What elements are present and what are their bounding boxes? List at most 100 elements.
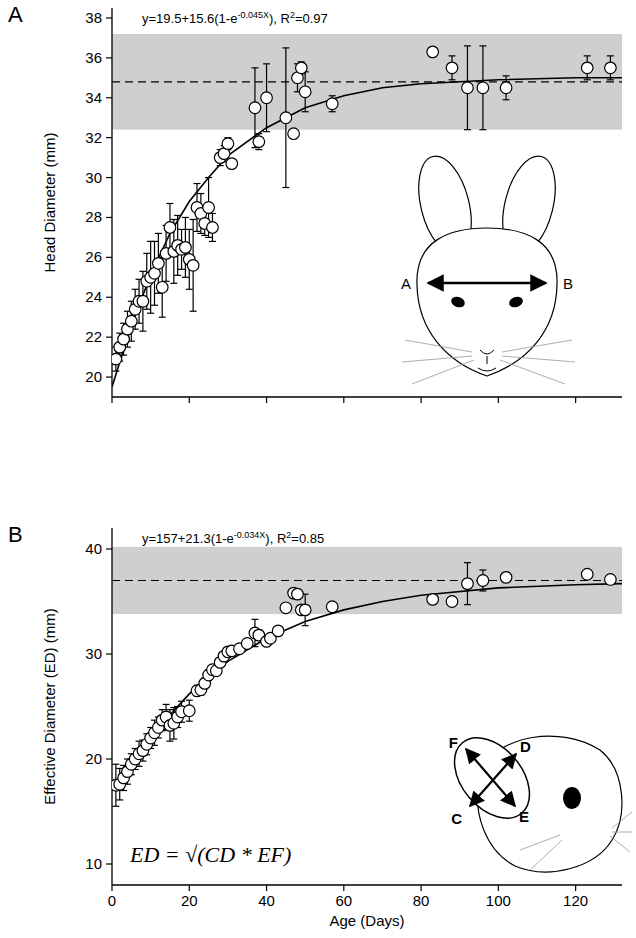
error-cap <box>503 75 510 76</box>
error-cap <box>197 193 204 194</box>
data-point <box>462 578 474 590</box>
data-point <box>446 596 458 608</box>
eye <box>508 295 525 309</box>
error-cap <box>166 203 173 204</box>
y-tick <box>106 337 112 338</box>
y-tick-label: 22 <box>85 328 102 345</box>
error-cap <box>217 165 224 166</box>
x-tick-label: 100 <box>486 892 511 909</box>
error-cap <box>479 569 486 570</box>
nose <box>478 350 496 371</box>
data-point <box>292 588 304 600</box>
data-point <box>183 705 195 717</box>
data-point <box>226 158 238 170</box>
measure-arrow <box>428 282 546 285</box>
x-tick <box>111 885 112 891</box>
y-tick <box>106 297 112 298</box>
error-cap <box>479 590 486 591</box>
reference-line <box>112 81 622 82</box>
error-cap <box>503 99 510 100</box>
data-point <box>326 601 338 613</box>
panel-letter: A <box>8 2 23 27</box>
y-tick-label: 28 <box>85 208 102 225</box>
y-tick-label: 10 <box>85 855 102 872</box>
data-point <box>477 575 489 587</box>
x-tick-label: 60 <box>335 892 352 909</box>
error-cap <box>302 111 309 112</box>
x-tick <box>575 885 576 891</box>
error-cap <box>143 253 150 254</box>
error-cap <box>186 700 193 701</box>
data-point <box>296 62 308 74</box>
data-point <box>203 202 215 214</box>
x-tick <box>343 397 344 403</box>
error-cap <box>329 111 336 112</box>
error-cap <box>251 67 258 68</box>
error-cap <box>147 313 154 314</box>
equation-superscript: -0.045X <box>237 10 269 20</box>
error-cap <box>255 133 262 134</box>
error-cap <box>464 604 471 605</box>
error-cap <box>607 55 614 56</box>
error-cap <box>166 741 173 742</box>
y-axis <box>111 8 112 397</box>
equation-text: =0.85 <box>291 531 324 546</box>
error-cap <box>464 562 471 563</box>
y-tick <box>106 863 112 864</box>
measure-label: B <box>563 275 573 292</box>
illustration: CDEF <box>439 723 632 871</box>
y-axis-title: Head Diameter (mm) <box>41 132 58 272</box>
data-point <box>299 604 311 616</box>
data-point <box>427 46 439 58</box>
y-tick-label: 40 <box>85 540 102 557</box>
error-cap <box>155 233 162 234</box>
equation-text: ), R <box>265 531 286 546</box>
x-tick <box>498 397 499 403</box>
data-point <box>581 62 593 74</box>
panel: 20222426283032343638Head Diameter (mm)Ay… <box>8 2 622 403</box>
error-cap <box>170 707 177 708</box>
x-tick-label: 20 <box>181 892 198 909</box>
data-point <box>241 638 253 650</box>
y-tick-label: 34 <box>85 89 102 106</box>
x-axis <box>112 396 622 397</box>
y-axis-title: Effective Diameter (ED) (mm) <box>41 608 58 804</box>
ear <box>439 723 544 832</box>
measure-arrow <box>466 749 515 806</box>
measure-label: E <box>519 808 529 825</box>
error-cap <box>449 79 456 80</box>
head <box>417 228 557 376</box>
error-cap <box>302 625 309 626</box>
x-tick <box>420 885 421 891</box>
data-point <box>500 572 512 584</box>
data-point <box>249 102 261 114</box>
error-cap <box>174 275 181 276</box>
error-cap <box>197 233 204 234</box>
data-point <box>272 625 284 637</box>
x-tick <box>189 397 190 403</box>
y-tick <box>106 758 112 759</box>
error-cap <box>166 709 173 710</box>
error-cap <box>263 63 270 64</box>
y-tick <box>106 257 112 258</box>
x-axis <box>112 884 622 885</box>
error-cap <box>151 305 158 306</box>
data-point <box>605 574 617 586</box>
error-cap <box>209 241 216 242</box>
error-cap <box>205 177 212 178</box>
y-tick-label: 20 <box>85 368 102 385</box>
error-cap <box>159 709 166 710</box>
data-point <box>222 138 234 150</box>
equation-text: y=19.5+15.6(1-e <box>142 11 237 26</box>
data-point <box>288 128 300 140</box>
y-tick-label: 30 <box>85 645 102 662</box>
y-tick-label: 26 <box>85 248 102 265</box>
x-tick <box>343 885 344 891</box>
error-cap <box>190 219 197 220</box>
fit-line <box>112 78 622 387</box>
panel-letter: B <box>8 522 23 547</box>
error-cap <box>186 289 193 290</box>
data-point <box>153 258 165 270</box>
error-cap <box>205 237 212 238</box>
error-cap <box>194 183 201 184</box>
